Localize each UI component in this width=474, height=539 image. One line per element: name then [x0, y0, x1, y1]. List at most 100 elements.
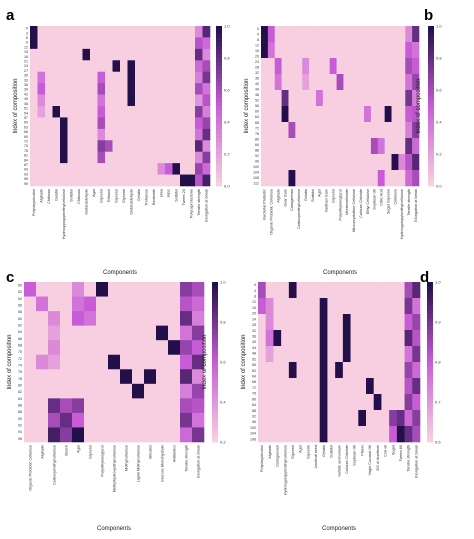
heatmap-cell: [202, 37, 211, 50]
heatmap-cell: [296, 298, 305, 315]
heatmap-cell: [405, 74, 413, 91]
heatmap-cell: [156, 427, 169, 443]
heatmap-cell: [389, 362, 398, 379]
heatmap-cell: [157, 37, 166, 50]
heatmap-cell: [412, 122, 420, 139]
heatmap-cell: [30, 106, 38, 118]
y-tick-label: 64: [18, 330, 22, 334]
y-tick-label: 36: [252, 334, 256, 338]
heatmap-cell: [358, 330, 367, 347]
heatmap-cell: [156, 311, 169, 326]
heatmap-cell: [319, 282, 328, 299]
y-tick-label: 72: [24, 139, 28, 143]
heatmap-cell: [37, 60, 46, 73]
heatmap-cell: [135, 140, 143, 153]
heatmap-cell: [281, 138, 289, 155]
heatmap-cell: [172, 163, 181, 175]
y-tick-label: 99: [24, 182, 28, 186]
heatmap-cell: [391, 26, 399, 43]
heatmap-cell: [304, 362, 313, 379]
heatmap-cell: [396, 378, 405, 395]
heatmap-cell: [144, 296, 157, 312]
heatmap-cell: [135, 37, 143, 50]
colorbar-segment: [427, 346, 433, 351]
heatmap-cell: [342, 410, 351, 427]
heatmap-cell: [37, 71, 46, 84]
heatmap-cell: [180, 140, 188, 153]
heatmap-cell: [281, 106, 289, 123]
colorbar-segment: [427, 314, 433, 319]
heatmap-cell: [82, 140, 91, 153]
panel-c-heatmap: 50 52 54 56 58 60 62 64 66 68 70 72 74 76 78 80 82 84 86 88…: [7, 279, 226, 532]
colorbar-segment: [427, 318, 433, 323]
heatmap-cell: [75, 174, 83, 187]
heatmap-cell: [312, 378, 321, 395]
y-tick-label: 75: [24, 144, 28, 148]
heatmap-cell: [343, 90, 351, 107]
heatmap-cell: [398, 106, 406, 123]
heatmap-cell: [75, 94, 83, 107]
colorbar-segment: [216, 146, 222, 151]
heatmap-cell: [108, 383, 121, 399]
heatmap-cell: [144, 398, 157, 414]
y-tick-label: 44: [255, 88, 259, 92]
heatmap-cell: [90, 26, 98, 38]
heatmap-cell: [202, 128, 211, 141]
heatmap-cell: [82, 94, 91, 107]
heatmap-cell: [157, 26, 166, 38]
heatmap-cell: [329, 74, 337, 91]
heatmap-cell: [187, 37, 196, 50]
colorbar-segment: [212, 418, 218, 423]
y-tick-label: 58: [18, 310, 22, 314]
y-tick-label: 88: [252, 409, 256, 413]
heatmap-cell: [366, 330, 375, 347]
heatmap-cell: [389, 314, 398, 331]
y-tick-label: 0: [26, 27, 28, 31]
heatmap-cell: [370, 122, 379, 139]
heatmap-cell: [150, 174, 158, 187]
heatmap-cell: [373, 282, 382, 299]
heatmap-cell: [336, 154, 344, 171]
heatmap-cell: [265, 330, 274, 347]
colorbar-segment: [427, 402, 433, 407]
heatmap-cell: [350, 170, 358, 187]
heatmap-cell: [135, 71, 143, 84]
x-tick-label: Hydroxypropylmethylcellulose: [400, 189, 404, 239]
heatmap-cell: [342, 362, 351, 379]
heatmap-cell: [195, 71, 203, 84]
heatmap-cell: [192, 427, 205, 443]
y-tick-label: 4: [254, 289, 256, 293]
heatmap-cell: [336, 138, 344, 155]
heatmap-cell: [60, 151, 68, 164]
colorbar-segment: [427, 422, 433, 427]
heatmap-cell: [274, 154, 282, 171]
heatmap-cell: [288, 330, 297, 347]
heatmap-cell: [202, 163, 211, 175]
heatmap-cell: [281, 26, 289, 43]
heatmap-cell: [180, 412, 193, 428]
heatmap-cell: [267, 74, 276, 91]
x-tick-label: Chitosan: [77, 189, 81, 204]
heatmap-cell: [358, 346, 367, 363]
heatmap-cell: [172, 94, 181, 107]
heatmap-cell: [96, 325, 109, 341]
heatmap-cell: [52, 128, 61, 141]
heatmap-cell: [202, 117, 211, 130]
heatmap-cell: [265, 410, 274, 427]
heatmap-cell: [304, 410, 313, 427]
heatmap-cell: [67, 106, 76, 118]
heatmap-cell: [52, 37, 61, 50]
heatmap-cell: [258, 394, 267, 411]
heatmap-cell: [342, 426, 351, 443]
heatmap-cell: [274, 42, 282, 59]
heatmap-cell: [60, 60, 68, 73]
heatmap-cell: [296, 410, 305, 427]
colorbar-segment: [212, 338, 218, 343]
heatmap-cell: [156, 282, 169, 297]
heatmap-cell: [30, 37, 38, 50]
heatmap-cell: [127, 174, 136, 187]
heatmap-cell: [108, 296, 121, 312]
heatmap-cell: [274, 58, 282, 75]
heatmap-cell: [377, 42, 385, 59]
heatmap-cell: [312, 298, 321, 315]
